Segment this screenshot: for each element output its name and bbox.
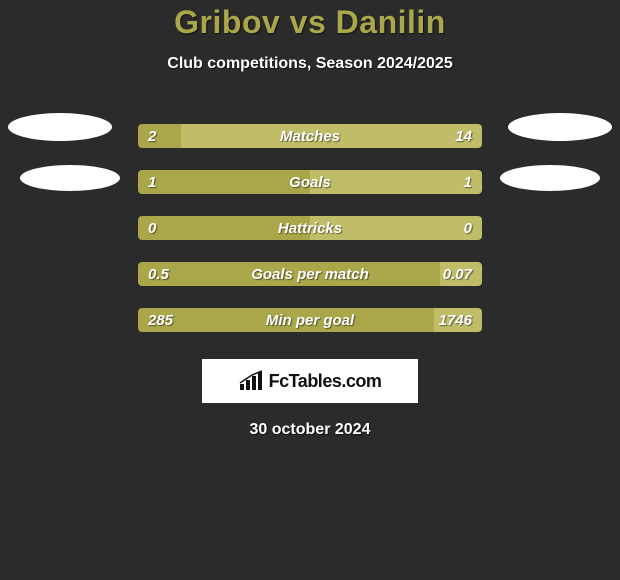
stats-comparison-card: Gribov vs Danilin Club competitions, Sea… [0,0,620,439]
stat-row: 0.5Goals per match0.07 [0,251,620,297]
stat-row: 285Min per goal1746 [0,297,620,343]
bar-segment-left [138,170,310,194]
bar-segment-right [181,124,482,148]
bar-track [138,124,482,148]
bar-track [138,170,482,194]
date-label: 30 october 2024 [0,421,620,439]
stat-row: 2Matches14 [0,113,620,159]
bar-segment-right [440,262,482,286]
bars-icon [239,370,265,392]
bar-segment-left [138,124,181,148]
bar-track [138,216,482,240]
bar-track [138,308,482,332]
bar-segment-right [310,216,482,240]
bar-segment-left [138,262,440,286]
page-title: Gribov vs Danilin [0,4,620,41]
bar-segment-right [434,308,482,332]
stat-row: 1Goals1 [0,159,620,205]
bar-track [138,262,482,286]
stat-row: 0Hattricks0 [0,205,620,251]
bar-segment-right [310,170,482,194]
subtitle: Club competitions, Season 2024/2025 [0,55,620,73]
chart-area: 2Matches141Goals10Hattricks00.5Goals per… [0,113,620,343]
fctables-logo[interactable]: FcTables.com [202,359,418,403]
bar-segment-left [138,308,434,332]
bar-segment-left [138,216,310,240]
logo-text: FcTables.com [269,371,382,392]
